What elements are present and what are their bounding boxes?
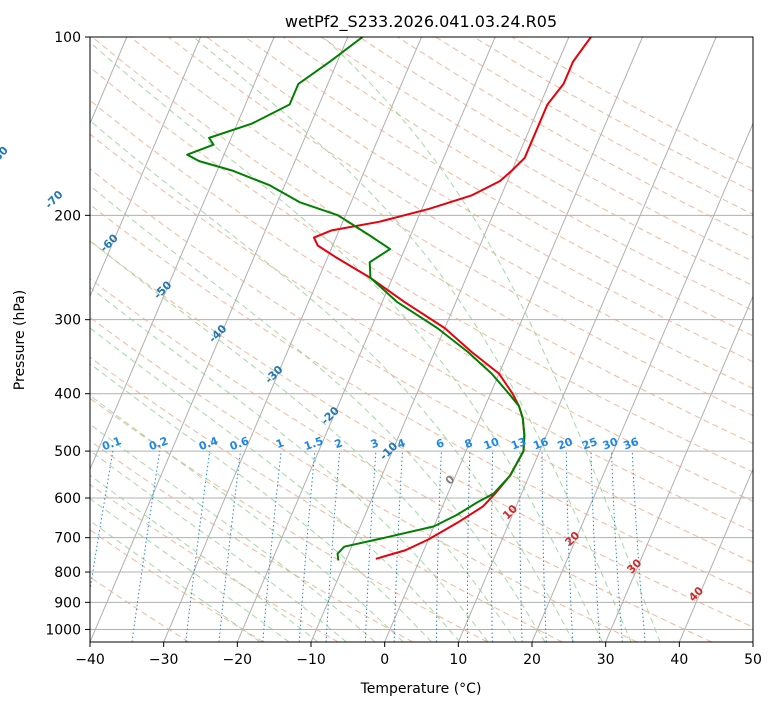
mixing-ratio-line: [185, 451, 211, 642]
x-tick-label: 50: [744, 652, 762, 668]
moist-adiabat: [90, 41, 603, 642]
isotherm-line: [90, 37, 349, 642]
moist-adiabat: [90, 474, 319, 642]
y-tick-label: 700: [54, 531, 81, 547]
moist-adiabat: [193, 37, 632, 642]
mixing-ratio-label: 10: [482, 435, 501, 453]
isotherm-line: [90, 37, 275, 471]
dry-adiabat: [244, 37, 753, 337]
x-tick-label: 10: [449, 652, 467, 668]
isotherm-line: [236, 37, 496, 642]
moist-adiabat: [90, 520, 261, 642]
mixing-ratio-label: 2: [333, 436, 345, 451]
dry-adiabat: [90, 99, 753, 502]
y-tick-label: 1000: [45, 622, 81, 638]
mixing-ratio-label: 30: [601, 435, 620, 453]
isotherm-line: [678, 467, 753, 642]
mixing-ratio-label: 16: [531, 435, 550, 453]
y-tick-label: 500: [54, 444, 81, 460]
dry-adiabat: [90, 316, 638, 642]
y-axis-label: Pressure (hPa): [12, 290, 28, 390]
dry-adiabat: [90, 203, 753, 595]
mixing-ratio-line: [218, 451, 242, 642]
mixing-ratio-line: [262, 451, 282, 642]
dry-adiabat: [90, 356, 563, 642]
dry-adiabat: [90, 240, 753, 628]
mixing-ratio-label: 36: [622, 435, 641, 453]
mixing-ratio-label: 6: [434, 436, 446, 451]
isotherm-line: [531, 122, 753, 642]
moist-adiabat: [90, 394, 404, 642]
mixing-ratio-label: 8: [463, 436, 475, 451]
isotherm-label: -80: [0, 144, 11, 167]
mixing-ratio-label: 3: [369, 436, 381, 451]
isotherm-line: [90, 37, 201, 298]
x-tick-label: −20: [223, 652, 253, 668]
x-tick-label: 30: [597, 652, 615, 668]
mixing-ratio-label: 1.5: [302, 434, 325, 453]
dewpoint-profile: [186, 37, 526, 561]
moist-adiabat: [90, 327, 461, 642]
moist-adiabat: [90, 286, 489, 642]
isotherm-line: [457, 37, 717, 642]
mixing-ratio-label: 13: [509, 435, 528, 452]
mixing-ratio-label: 25: [580, 435, 599, 452]
y-tick-label: 100: [54, 30, 81, 46]
y-tick-label: 400: [54, 387, 81, 403]
mixing-ratio-label: 4: [395, 436, 407, 451]
dry-adiabat: [90, 529, 264, 642]
dry-adiabat: [90, 168, 753, 563]
dry-adiabat: [90, 133, 753, 533]
moist-adiabat: [323, 37, 661, 642]
y-tick-label: 600: [54, 491, 81, 507]
mixing-ratio-label: 0.4: [197, 434, 220, 453]
mixing-ratio-line: [298, 451, 316, 642]
mixing-ratio-label: 0.6: [228, 434, 251, 453]
isotherm-line: [605, 295, 753, 642]
isotherm-line: [163, 37, 422, 642]
y-tick-label: 300: [54, 313, 81, 329]
chart-title: wetPf2_S233.2026.041.03.24.R05: [285, 12, 557, 32]
mixing-ratio-label: 20: [556, 435, 575, 453]
isotherm-line: [384, 37, 643, 642]
moist-adiabat: [90, 120, 575, 642]
moist-adiabat: [90, 239, 517, 642]
moist-adiabat: [90, 185, 546, 642]
dry-adiabat: [91, 37, 753, 445]
y-axis: 100 200 300 400 500 600 700 800 900 1000: [45, 30, 90, 638]
dry-adiabat: [130, 37, 753, 417]
moist-adiabat: [90, 497, 290, 642]
mixing-ratio-label: 0.1: [100, 434, 123, 453]
plot-frame: [89, 36, 754, 643]
x-tick-label: −40: [75, 652, 105, 668]
mixing-ratio-line: [131, 451, 161, 642]
x-axis-label: Temperature (°C): [360, 681, 482, 697]
y-tick-label: 800: [54, 565, 81, 581]
x-tick-label: 0: [380, 652, 389, 668]
x-axis: −40 −30 −20 −10 0 10 20 30 40 50: [75, 642, 762, 668]
mixing-ratio-label: 1: [274, 436, 286, 451]
dry-adiabat: [168, 37, 753, 389]
dry-adiabat: [282, 37, 753, 312]
x-tick-label: −30: [149, 652, 179, 668]
plot-area: [90, 37, 753, 642]
x-tick-label: 20: [523, 652, 541, 668]
mixing-ratio-line: [90, 451, 114, 593]
y-tick-label: 900: [54, 595, 81, 611]
x-tick-label: 40: [670, 652, 688, 668]
moist-adiabat: [90, 423, 376, 642]
x-tick-label: −10: [296, 652, 326, 668]
moist-adiabat: [90, 363, 432, 642]
y-tick-label: 200: [54, 208, 81, 224]
mixing-ratio-label: 0.2: [147, 434, 170, 453]
dry-adiabat: [90, 483, 339, 642]
dry-adiabat: [90, 278, 712, 642]
